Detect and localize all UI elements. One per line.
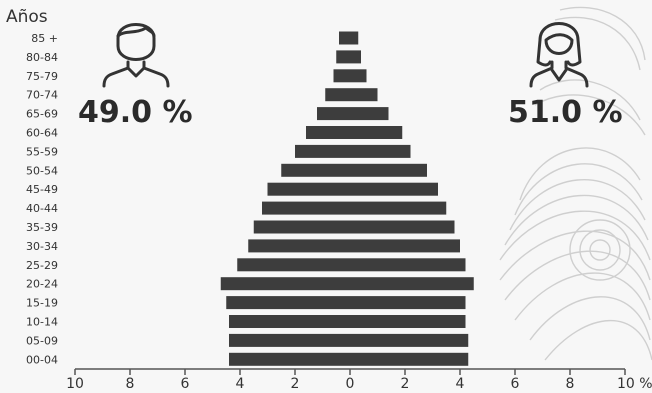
age-group-label: 60-64	[26, 127, 58, 140]
age-group-label: 05-09	[26, 334, 58, 347]
bar-left	[336, 50, 350, 64]
bar-left	[229, 352, 350, 366]
x-tick-label: 0	[346, 376, 355, 392]
bar-left	[306, 126, 350, 139]
male-person-icon	[102, 23, 170, 88]
age-group-label: 00-04	[26, 353, 58, 366]
age-group-label: 10-14	[26, 316, 58, 329]
age-group-label: 70-74	[26, 89, 58, 102]
x-tick-label: 10 %	[617, 376, 652, 392]
bar-left	[339, 31, 350, 45]
bar-right	[350, 220, 455, 234]
age-group-label: 25-29	[26, 259, 58, 272]
bar-right	[350, 277, 474, 291]
bar-right	[350, 126, 403, 139]
bar-left	[281, 163, 350, 177]
x-tick-label: 2	[291, 376, 300, 392]
bar-right	[350, 333, 469, 347]
age-group-label: 55-59	[26, 145, 58, 158]
y-axis-title: Años	[6, 7, 48, 27]
bar-right	[350, 50, 361, 64]
bar-left	[295, 144, 350, 158]
bar-left	[220, 277, 350, 291]
bar-right	[350, 144, 411, 158]
x-tick-label: 8	[566, 376, 575, 392]
age-group-label: 20-24	[26, 278, 58, 291]
x-tick-label: 2	[401, 376, 410, 392]
bar-right	[350, 163, 427, 177]
bar-left	[267, 182, 350, 196]
age-group-label: 50-54	[26, 164, 58, 177]
bar-right	[350, 352, 469, 366]
bar-right	[350, 239, 460, 253]
male-percent-label: 49.0 %	[78, 95, 193, 130]
female-percent-label: 51.0 %	[508, 95, 623, 130]
bar-left	[333, 69, 350, 83]
age-group-label: 85 +	[31, 32, 58, 45]
x-tick-label: 4	[236, 376, 245, 392]
bar-left	[253, 220, 350, 234]
bar-left	[317, 107, 350, 121]
x-tick-label: 10	[66, 376, 84, 392]
bar-left	[229, 315, 350, 328]
x-axis: 10 8 6 4 2 0 2 4 6 8 10 %	[66, 368, 652, 392]
age-group-label: 30-34	[26, 240, 58, 253]
female-person-icon	[529, 22, 589, 88]
decorative-background-pattern	[499, 6, 652, 361]
pyramid-bars	[220, 31, 474, 366]
bar-left	[229, 333, 350, 347]
bar-right	[350, 258, 466, 272]
age-group-labels: 85 + 80-84 75-79 70-74 65-69 60-64 55-59 50-54 4…	[26, 32, 58, 366]
bar-left	[237, 258, 350, 272]
bar-right	[350, 69, 367, 83]
bar-right	[350, 88, 378, 102]
bar-left	[248, 239, 350, 253]
x-tick-label: 6	[181, 376, 190, 392]
x-tick-label: 4	[456, 376, 465, 392]
x-tick-label: 8	[126, 376, 135, 392]
age-group-label: 65-69	[26, 108, 58, 121]
age-group-label: 80-84	[26, 51, 58, 64]
bar-left	[226, 296, 350, 310]
bar-right	[350, 107, 389, 121]
bar-right	[350, 201, 447, 215]
bar-left	[325, 88, 350, 102]
bar-right	[350, 315, 466, 328]
bar-right	[350, 182, 438, 196]
bar-left	[262, 201, 350, 215]
age-group-label: 15-19	[26, 297, 58, 310]
age-group-label: 75-79	[26, 70, 58, 83]
age-group-label: 35-39	[26, 221, 58, 234]
age-group-label: 45-49	[26, 183, 58, 196]
age-group-label: 40-44	[26, 202, 58, 215]
bar-right	[350, 31, 359, 45]
x-tick-label: 6	[511, 376, 520, 392]
bar-right	[350, 296, 466, 310]
